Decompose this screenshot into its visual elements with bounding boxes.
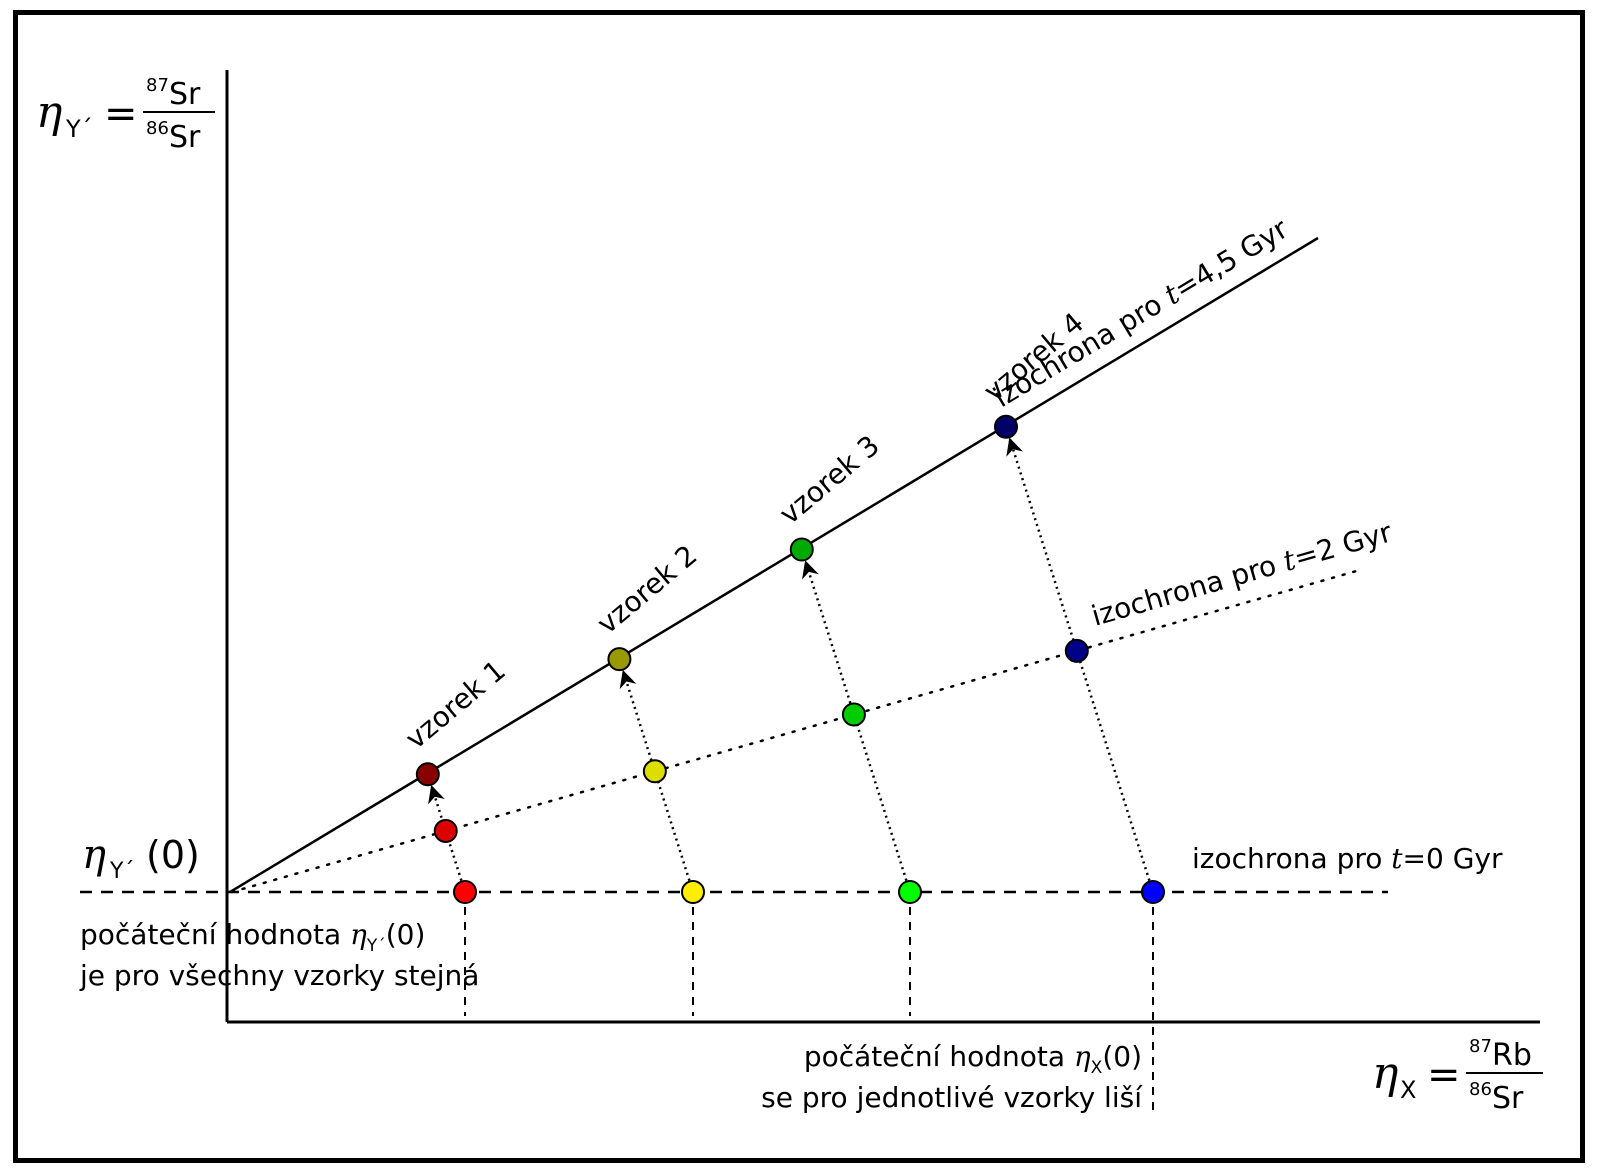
note-y-initial-symbol: η bbox=[350, 918, 367, 951]
y0-symbol: η bbox=[82, 832, 106, 878]
sample-2-point-t45 bbox=[607, 647, 632, 672]
isochron-label-t45-prefix: izochrona pro bbox=[988, 283, 1176, 414]
svg-text:počáteční hodnota ηX(0): počáteční hodnota ηX(0) bbox=[804, 1040, 1142, 1078]
y-axis-subscript: Y´ bbox=[65, 115, 93, 143]
svg-text:izochrona pro t=4,5 Gyr: izochrona pro t=4,5 Gyr bbox=[988, 212, 1294, 414]
x-axis-symbol: η bbox=[1372, 1048, 1398, 1099]
note-x-initial-sub: X bbox=[1091, 1058, 1103, 1078]
svg-text:izochrona pro t=0 Gyr: izochrona pro t=0 Gyr bbox=[1192, 842, 1503, 875]
note-y-initial-sub: Y´ bbox=[366, 936, 386, 956]
sample-2-point-t0 bbox=[681, 880, 705, 904]
sample-2-point-t2 bbox=[642, 759, 667, 784]
sample-3-point-t45 bbox=[789, 537, 814, 562]
y-axis-den: Sr bbox=[169, 120, 201, 155]
diagram-frame bbox=[13, 10, 1585, 1163]
note-x-initial-arg: (0) bbox=[1102, 1040, 1142, 1073]
svg-text:izochrona pro t=2 Gyr: izochrona pro t=2 Gyr bbox=[1088, 515, 1396, 632]
y-axis-den-sup: 86 bbox=[146, 118, 169, 139]
note-x-initial: počáteční hodnota ηX(0) se pro jednotliv… bbox=[761, 1040, 1143, 1114]
sample-label-1: vzorek 1 bbox=[399, 654, 512, 756]
isochron-label-t45: izochrona pro t=4,5 Gyr bbox=[988, 212, 1294, 414]
isochron-label-t0-prefix: izochrona pro bbox=[1192, 842, 1391, 875]
evolution-arrow-sample-3 bbox=[802, 560, 908, 881]
note-y-initial-prefix: počáteční hodnota bbox=[80, 918, 350, 951]
y-axis-num-sup: 87 bbox=[146, 75, 169, 96]
y-axis-num: Sr bbox=[169, 77, 201, 112]
isochron-line-t45 bbox=[229, 236, 1319, 894]
y0-label: η Y´ (0) bbox=[82, 832, 200, 884]
sample-1-point-t2 bbox=[433, 818, 458, 843]
sample-1-point-t45 bbox=[415, 762, 440, 787]
evolution-arrow-sample-4 bbox=[1006, 437, 1151, 881]
sample-4-point-t0 bbox=[1141, 880, 1165, 904]
sample-3-point-t0 bbox=[898, 880, 922, 904]
isochron-label-t0-value: =0 Gyr bbox=[1403, 842, 1503, 875]
initial-x-drop-lines bbox=[464, 892, 1154, 1112]
svg-text:počáteční hodnota ηY´(0): počáteční hodnota ηY´(0) bbox=[80, 918, 425, 956]
sample-label-3: vzorek 3 bbox=[773, 429, 886, 531]
y-axis-equals: = bbox=[104, 91, 138, 137]
sample-1-point-t0 bbox=[453, 880, 477, 904]
isochron-label-t0: izochrona pro t=0 Gyr bbox=[1192, 842, 1503, 875]
sample-3-point-t2 bbox=[841, 702, 866, 727]
sample-4-point-t45 bbox=[993, 414, 1018, 439]
isochron-label-t2-prefix: izochrona pro bbox=[1088, 546, 1289, 633]
x-axis-label: η X = 87 Rb 86 Sr bbox=[1372, 1036, 1543, 1116]
note-x-initial-line2: se pro jednotlivé vzorky liší bbox=[761, 1081, 1143, 1114]
sample-points bbox=[415, 414, 1165, 904]
y0-arg: (0) bbox=[146, 833, 200, 877]
x-axis-den: Sr bbox=[1492, 1081, 1524, 1116]
y-axis-label: η Y´ = 87 Sr 86 Sr bbox=[36, 75, 215, 155]
x-axis-num-sup: 87 bbox=[1469, 1036, 1492, 1057]
x-axis-num: Rb bbox=[1492, 1038, 1532, 1073]
x-axis-equals: = bbox=[1427, 1052, 1461, 1098]
note-y-initial: počáteční hodnota ηY´(0) je pro všechny … bbox=[79, 918, 479, 992]
sample-4-point-t2 bbox=[1064, 638, 1089, 663]
x-axis-den-sup: 86 bbox=[1469, 1079, 1492, 1100]
note-y-initial-line2: je pro všechny vzorky stejná bbox=[79, 959, 479, 992]
note-x-initial-prefix: počáteční hodnota bbox=[804, 1040, 1074, 1073]
isochron-label-t0-var: t bbox=[1391, 842, 1403, 875]
y0-subscript: Y´ bbox=[109, 859, 134, 884]
isochron-label-t2: izochrona pro t=2 Gyr bbox=[1088, 515, 1396, 632]
isochron-label-t2-value: =2 Gyr bbox=[1290, 515, 1396, 574]
y-axis-symbol: η bbox=[36, 87, 62, 138]
note-y-initial-arg: (0) bbox=[386, 918, 426, 951]
x-axis-subscript: X bbox=[1400, 1076, 1416, 1104]
note-x-initial-symbol: η bbox=[1074, 1040, 1091, 1073]
sample-label-2: vzorek 2 bbox=[591, 538, 704, 640]
